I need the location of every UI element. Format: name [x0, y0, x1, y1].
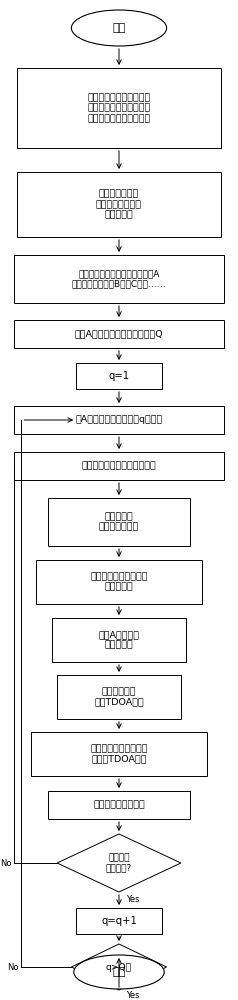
Bar — [48, 791, 190, 819]
Bar — [14, 320, 224, 348]
Bar — [31, 732, 207, 776]
Text: 输入时间区间，
提取时间区间内的
雷电脉冲簇: 输入时间区间， 提取时间区间内的 雷电脉冲簇 — [96, 190, 142, 219]
Text: q>Q？: q>Q？ — [106, 962, 132, 971]
Text: 结束: 结束 — [112, 967, 126, 977]
Polygon shape — [71, 944, 167, 990]
Bar — [17, 172, 221, 237]
Text: Yes: Yes — [126, 896, 140, 905]
Text: 各探测站上传至中心站的
雷电波形数据块拼接、波
形还原，形成雷电脉冲簇: 各探测站上传至中心站的 雷电波形数据块拼接、波 形还原，形成雷电脉冲簇 — [87, 93, 151, 123]
Bar — [76, 908, 162, 934]
Text: 确定参考探测站，并将其命名为A
站，其它站命名为B站、C站、……: 确定参考探测站，并将其命名为A 站，其它站命名为B站、C站、…… — [72, 269, 166, 289]
Text: 统计A站雷电脉冲簇中脉冲个数Q: 统计A站雷电脉冲簇中脉冲个数Q — [75, 330, 163, 339]
Text: 加入到同源脉冲对队列
加入到TDOA队列: 加入到同源脉冲对队列 加入到TDOA队列 — [90, 744, 148, 764]
Polygon shape — [57, 834, 181, 892]
Ellipse shape — [74, 955, 164, 989]
Text: 形成该站的
潜在同源脉冲簇: 形成该站的 潜在同源脉冲簇 — [99, 512, 139, 532]
Ellipse shape — [71, 10, 167, 46]
Bar — [52, 618, 186, 662]
Bar — [17, 68, 221, 148]
Text: No: No — [0, 858, 12, 867]
Text: 与下一站的脉冲簇进行粗关联: 与下一站的脉冲簇进行粗关联 — [82, 462, 156, 471]
Text: 得到A站与该站
同源脉冲对: 得到A站与该站 同源脉冲对 — [99, 630, 139, 650]
Text: 取下一个站的脉冲簇: 取下一个站的脉冲簇 — [93, 800, 145, 810]
Bar — [57, 675, 181, 719]
Bar — [36, 560, 202, 604]
Text: 取A站雷电脉冲簇中的第q个脉冲: 取A站雷电脉冲簇中的第q个脉冲 — [75, 416, 163, 424]
Text: 对同源脉冲对
进行TDOA估计: 对同源脉冲对 进行TDOA估计 — [94, 687, 144, 707]
Text: 所有站已
处理完吗?: 所有站已 处理完吗? — [106, 853, 132, 873]
Bar — [14, 406, 224, 434]
Text: q=1: q=1 — [109, 371, 129, 381]
Bar — [14, 452, 224, 480]
Bar — [76, 363, 162, 389]
Bar — [14, 255, 224, 303]
Text: Yes: Yes — [126, 990, 140, 1000]
Text: 开始: 开始 — [112, 23, 126, 33]
Text: q=q+1: q=q+1 — [101, 916, 137, 926]
Bar — [48, 498, 190, 546]
Text: 与该站潜在同源脉冲簇
进行细关联: 与该站潜在同源脉冲簇 进行细关联 — [90, 572, 148, 592]
Text: No: No — [8, 962, 19, 971]
